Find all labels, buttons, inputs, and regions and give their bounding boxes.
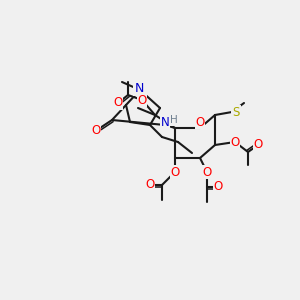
Text: O: O bbox=[254, 139, 262, 152]
Text: O: O bbox=[146, 178, 154, 191]
Text: O: O bbox=[195, 116, 205, 128]
Text: N: N bbox=[160, 116, 169, 130]
Text: O: O bbox=[230, 136, 240, 148]
Text: O: O bbox=[113, 97, 123, 110]
Text: N: N bbox=[134, 82, 144, 95]
Text: O: O bbox=[213, 181, 223, 194]
Text: O: O bbox=[137, 94, 147, 106]
Text: O: O bbox=[92, 124, 100, 136]
Text: H: H bbox=[170, 115, 178, 125]
Text: S: S bbox=[232, 106, 240, 118]
Text: O: O bbox=[170, 166, 180, 178]
Text: O: O bbox=[202, 166, 211, 178]
